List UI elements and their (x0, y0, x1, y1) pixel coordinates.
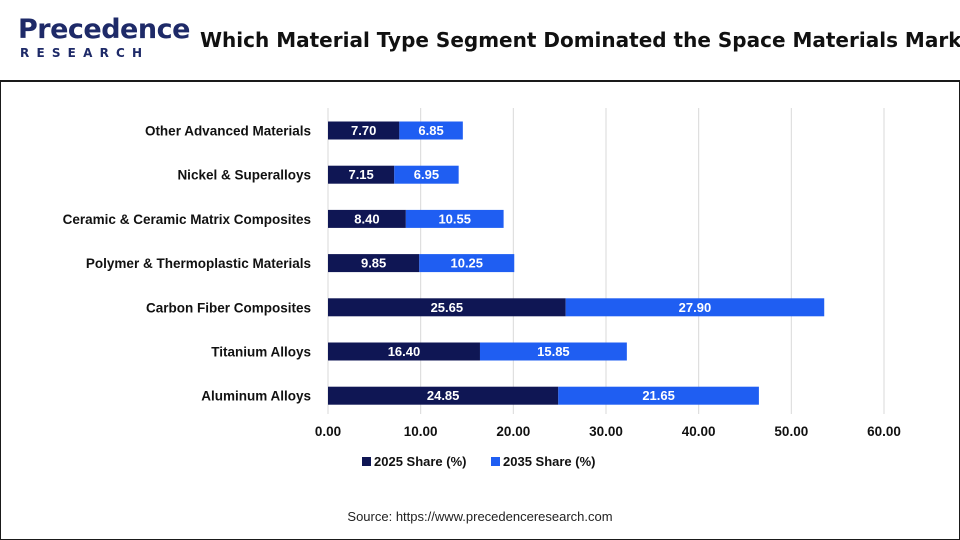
bar-segment (328, 386, 559, 405)
bar-segment (328, 342, 480, 361)
bar-segment (405, 209, 504, 228)
legend-swatch (362, 457, 371, 466)
category-label: Polymer & Thermoplastic Materials (86, 256, 311, 271)
x-tick-label: 30.00 (589, 424, 623, 439)
bar-segment (419, 254, 515, 273)
legend-label: 2025 Share (%) (374, 454, 467, 469)
data-label: 6.95 (414, 167, 439, 182)
data-label: 9.85 (361, 256, 386, 271)
data-label: 21.65 (642, 388, 675, 403)
data-label: 24.85 (427, 388, 460, 403)
category-label: Aluminum Alloys (201, 389, 311, 404)
logo-wordmark: Precedence (18, 14, 190, 45)
data-label: 16.40 (388, 344, 421, 359)
data-label: 10.55 (438, 211, 471, 226)
x-tick-label: 60.00 (867, 424, 901, 439)
x-tick-label: 50.00 (774, 424, 808, 439)
x-tick-label: 10.00 (404, 424, 438, 439)
x-tick-label: 0.00 (315, 424, 341, 439)
bar-segment (565, 298, 825, 317)
bar-segment (558, 386, 759, 405)
bar-segment (328, 165, 395, 184)
data-label: 8.40 (354, 211, 379, 226)
data-label: 25.65 (431, 300, 464, 315)
source-note: Source: https://www.precedenceresearch.c… (347, 509, 613, 524)
header: Precedence RESEARCH Which Material Type … (0, 0, 960, 82)
bar-segment (328, 209, 406, 228)
precedence-logo: Precedence RESEARCH (18, 14, 190, 64)
category-label: Other Advanced Materials (145, 124, 311, 139)
data-label: 7.15 (348, 167, 373, 182)
legend-label: 2035 Share (%) (503, 454, 596, 469)
bar-segment (479, 342, 627, 361)
x-tick-label: 40.00 (682, 424, 716, 439)
data-label: 27.90 (679, 300, 712, 315)
bar-segment (328, 254, 420, 273)
bar-segment (394, 165, 459, 184)
data-label: 10.25 (450, 256, 483, 271)
bar-chart: 0.00 10.00 20.00 30.00 40.00 50.00 60.00 Other … (63, 108, 901, 469)
bar-segment (328, 298, 566, 317)
data-label: 15.85 (537, 344, 570, 359)
data-label: 6.85 (418, 123, 443, 138)
x-tick-label: 20.00 (496, 424, 530, 439)
category-label: Nickel & Superalloys (177, 168, 311, 183)
bar-segment (399, 121, 463, 140)
category-label: Titanium Alloys (211, 345, 311, 360)
chart-title: Which Material Type Segment Dominated th… (200, 28, 960, 52)
category-label: Carbon Fiber Composites (146, 300, 311, 315)
data-label: 7.70 (351, 123, 376, 138)
logo-subtitle: RESEARCH (20, 46, 150, 60)
category-label: Ceramic & Ceramic Matrix Composites (63, 212, 311, 227)
legend-swatch (491, 457, 500, 466)
bar-segment (328, 121, 400, 140)
